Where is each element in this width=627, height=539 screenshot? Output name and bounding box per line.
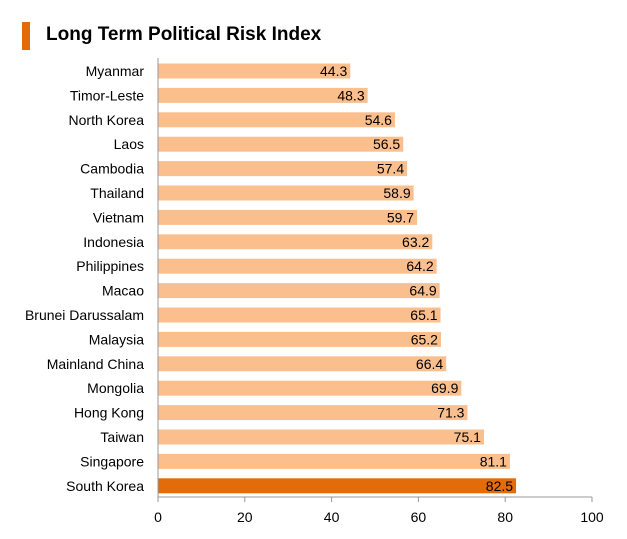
category-label: Thailand xyxy=(90,185,144,201)
category-label: Vietnam xyxy=(93,209,144,225)
value-label: 69.9 xyxy=(431,380,458,396)
bar-laos xyxy=(158,136,404,152)
bar-thailand xyxy=(158,185,414,201)
bar-indonesia xyxy=(158,234,433,250)
bar-philippines xyxy=(158,258,437,274)
category-label: North Korea xyxy=(69,112,145,128)
category-label: Mongolia xyxy=(87,380,144,396)
x-tick-label: 0 xyxy=(154,509,162,525)
title-accent-bar xyxy=(22,22,30,50)
value-label: 66.4 xyxy=(416,356,443,372)
bar-north-korea xyxy=(158,112,395,128)
bar-mongolia xyxy=(158,380,462,396)
chart-title: Long Term Political Risk Index xyxy=(46,24,322,45)
bar-malaysia xyxy=(158,331,441,347)
value-label: 63.2 xyxy=(402,234,429,250)
x-tick-label: 40 xyxy=(324,509,340,525)
value-label: 59.7 xyxy=(387,209,414,225)
value-label: 71.3 xyxy=(437,405,464,421)
bar-cambodia xyxy=(158,161,408,177)
x-tick-label: 20 xyxy=(237,509,253,525)
category-label: Malaysia xyxy=(89,331,144,347)
value-label: 64.2 xyxy=(406,258,433,274)
bar-vietnam xyxy=(158,209,418,225)
value-label: 65.1 xyxy=(410,307,437,323)
value-label: 65.2 xyxy=(411,331,438,347)
category-label: Macao xyxy=(102,283,144,299)
category-label: Taiwan xyxy=(100,429,144,445)
category-label: Brunei Darussalam xyxy=(25,307,144,323)
category-label: Timor-Leste xyxy=(70,87,144,103)
category-label: Myanmar xyxy=(86,63,145,79)
category-label: Indonesia xyxy=(83,234,144,250)
value-label: 58.9 xyxy=(383,185,410,201)
x-tick-label: 100 xyxy=(580,509,604,525)
category-label: Hong Kong xyxy=(74,405,144,421)
bar-hong-kong xyxy=(158,405,468,421)
category-label: Philippines xyxy=(76,258,144,274)
value-label: 82.5 xyxy=(486,478,513,494)
category-label: South Korea xyxy=(66,478,144,494)
value-label: 56.5 xyxy=(373,136,400,152)
bar-taiwan xyxy=(158,429,484,445)
value-label: 48.3 xyxy=(337,87,364,103)
bar-macao xyxy=(158,283,440,299)
category-label: Singapore xyxy=(80,453,144,469)
bar-timor-leste xyxy=(158,87,368,103)
value-label: 44.3 xyxy=(320,63,347,79)
category-label: Laos xyxy=(114,136,144,152)
category-label: Mainland China xyxy=(47,356,144,372)
bar-singapore xyxy=(158,453,510,469)
bar-brunei-darussalam xyxy=(158,307,441,323)
value-label: 64.9 xyxy=(409,283,436,299)
value-label: 57.4 xyxy=(377,161,404,177)
value-label: 54.6 xyxy=(365,112,392,128)
x-tick-label: 80 xyxy=(497,509,513,525)
category-label: Cambodia xyxy=(80,161,144,177)
bar-south-korea xyxy=(158,478,517,494)
value-label: 81.1 xyxy=(480,453,507,469)
bar-myanmar xyxy=(158,63,351,79)
bar-mainland-china xyxy=(158,356,447,372)
x-tick-label: 60 xyxy=(411,509,427,525)
value-label: 75.1 xyxy=(454,429,481,445)
